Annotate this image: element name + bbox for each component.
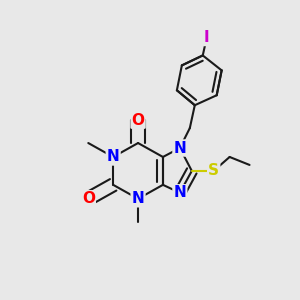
Text: N: N [173,140,186,155]
Text: S: S [208,164,219,178]
Text: N: N [173,185,186,200]
Text: N: N [132,191,144,206]
Text: O: O [132,112,145,128]
Text: N: N [107,149,119,164]
Text: O: O [82,191,95,206]
Text: I: I [204,30,209,45]
